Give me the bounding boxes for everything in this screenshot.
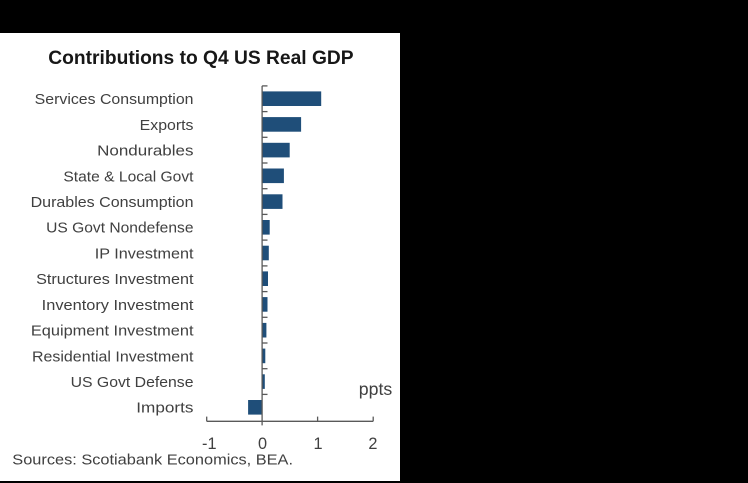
svg-text:Exports: Exports — [140, 118, 194, 134]
svg-text:US Govt Defense: US Govt Defense — [71, 375, 194, 391]
svg-text:Inventory Investment: Inventory Investment — [42, 298, 194, 314]
svg-text:Equipment Investment: Equipment Investment — [31, 324, 194, 340]
svg-text:Contributions to Q4 US Real GD: Contributions to Q4 US Real GDP — [48, 48, 354, 69]
svg-text:Residential Investment: Residential Investment — [32, 349, 194, 365]
svg-text:State & Local Govt: State & Local Govt — [63, 169, 193, 185]
svg-text:Durables Consumption: Durables Consumption — [31, 195, 194, 211]
svg-text:1: 1 — [313, 435, 322, 453]
svg-text:-1: -1 — [202, 435, 216, 453]
svg-text:US Govt Nondefense: US Govt Nondefense — [46, 221, 193, 237]
svg-text:2: 2 — [368, 435, 377, 453]
svg-text:IP Investment: IP Investment — [95, 246, 194, 262]
svg-text:Structures Investment: Structures Investment — [36, 272, 193, 288]
svg-text:Sources: Scotiabank Economics,: Sources: Scotiabank Economics, BEA. — [12, 452, 293, 469]
svg-text:Nondurables: Nondurables — [97, 144, 193, 160]
svg-text:Services Consumption: Services Consumption — [35, 92, 194, 108]
svg-text:Imports: Imports — [136, 401, 193, 417]
svg-text:ppts: ppts — [359, 379, 393, 399]
svg-text:0: 0 — [258, 435, 267, 453]
